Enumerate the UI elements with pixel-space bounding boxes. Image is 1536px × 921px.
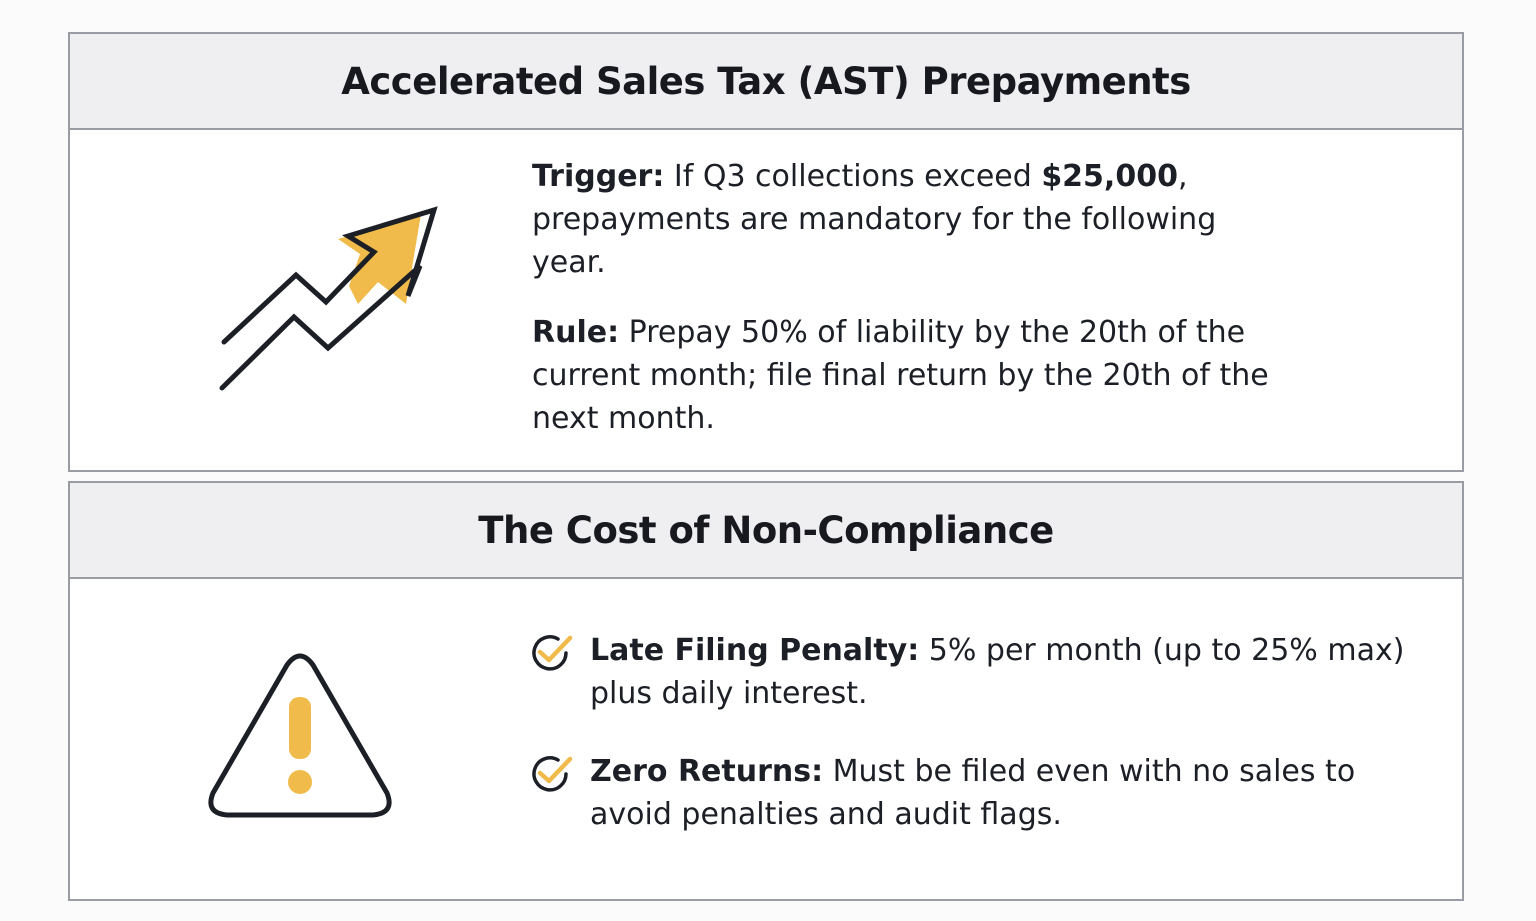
- late-filing-text: Late Filing Penalty: 5% per month (up to…: [590, 629, 1430, 715]
- trigger-amount: $25,000: [1041, 159, 1178, 194]
- trigger-label: Trigger:: [532, 159, 665, 194]
- trigger-text-before: If Q3 collections exceed: [664, 159, 1042, 194]
- zero-returns-label: Zero Returns:: [590, 754, 824, 789]
- rule-label: Rule:: [532, 315, 620, 350]
- list-item: Zero Returns: Must be filed even with no…: [530, 750, 1430, 836]
- trigger-paragraph: Trigger: If Q3 collections exceed $25,00…: [532, 155, 1272, 284]
- ast-panel-title: Accelerated Sales Tax (AST) Prepayments: [341, 59, 1191, 103]
- cost-list: Late Filing Penalty: 5% per month (up to…: [530, 629, 1430, 836]
- trigger-text-after: , prepayments are mandatory for the foll…: [532, 159, 1217, 280]
- check-circle-icon: [530, 752, 574, 806]
- trending-up-arrow-icon: [210, 204, 440, 398]
- zero-returns-detail: Must be filed even with no sales to avoi…: [590, 754, 1356, 832]
- ast-panel-header: Accelerated Sales Tax (AST) Prepayments: [70, 34, 1462, 130]
- late-filing-detail: 5% per month (up to 25% max) plus daily …: [590, 633, 1405, 711]
- late-filing-label: Late Filing Penalty:: [590, 633, 920, 668]
- cost-panel-title: The Cost of Non-Compliance: [478, 508, 1054, 552]
- check-circle-icon: [530, 631, 574, 685]
- list-item: Late Filing Penalty: 5% per month (up to…: [530, 629, 1430, 715]
- zero-returns-text: Zero Returns: Must be filed even with no…: [590, 750, 1360, 836]
- rule-text: Prepay 50% of liability by the 20th of t…: [532, 315, 1269, 436]
- ast-text-block: Trigger: If Q3 collections exceed $25,00…: [532, 155, 1332, 440]
- warning-triangle-icon: [205, 651, 395, 827]
- ast-panel: Accelerated Sales Tax (AST) Prepayments …: [68, 32, 1464, 472]
- rule-paragraph: Rule: Prepay 50% of liability by the 20t…: [532, 311, 1307, 440]
- cost-panel-header: The Cost of Non-Compliance: [70, 483, 1462, 579]
- cost-panel: The Cost of Non-Compliance Late Filing P…: [68, 481, 1464, 901]
